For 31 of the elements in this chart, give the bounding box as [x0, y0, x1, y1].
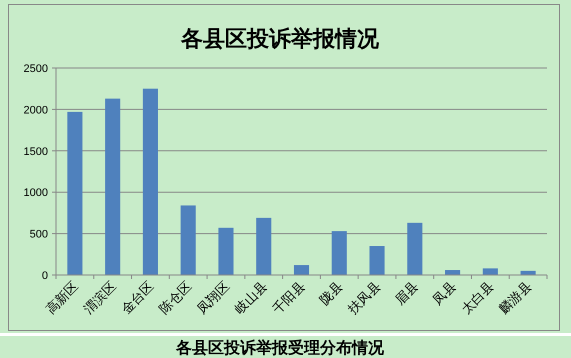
- y-tick-label: 1000: [24, 187, 48, 200]
- x-tick-label: 渭滨区: [80, 278, 119, 317]
- y-tick-label: 2500: [24, 63, 48, 75]
- bar: [332, 231, 347, 275]
- bar: [445, 270, 460, 275]
- bar: [294, 265, 310, 275]
- bar: [407, 222, 422, 275]
- bar: [256, 218, 272, 275]
- bar: [180, 205, 196, 275]
- bar: [142, 88, 158, 275]
- x-tick-label: 千阳县: [269, 278, 308, 317]
- bar: [482, 268, 498, 275]
- bar: [67, 112, 82, 275]
- x-tick-label: 金台区: [118, 278, 157, 317]
- bar: [105, 98, 120, 275]
- x-tick-label: 陈仓区: [156, 278, 194, 317]
- y-tick-label: 1500: [24, 146, 48, 158]
- y-tick-label: 500: [30, 228, 48, 241]
- y-tick-label: 2000: [24, 104, 48, 116]
- text: 各县区投诉举报受理分布情况: [175, 339, 385, 357]
- bar: [218, 228, 234, 275]
- x-tick-label: 凤县: [430, 278, 459, 308]
- x-tick-label: 扶风县: [344, 278, 384, 318]
- x-tick-label: 陇县: [316, 278, 346, 308]
- x-tick-label: 岐山县: [232, 278, 270, 317]
- x-tick-label: 眉县: [392, 278, 421, 308]
- x-tick-label: 太白县: [458, 278, 496, 317]
- x-tick-label: 麟游县: [496, 278, 534, 317]
- bar: [369, 246, 385, 275]
- x-tick-label: 凤翔区: [194, 278, 232, 317]
- chart-title: 各县区投诉举报情况: [180, 26, 380, 51]
